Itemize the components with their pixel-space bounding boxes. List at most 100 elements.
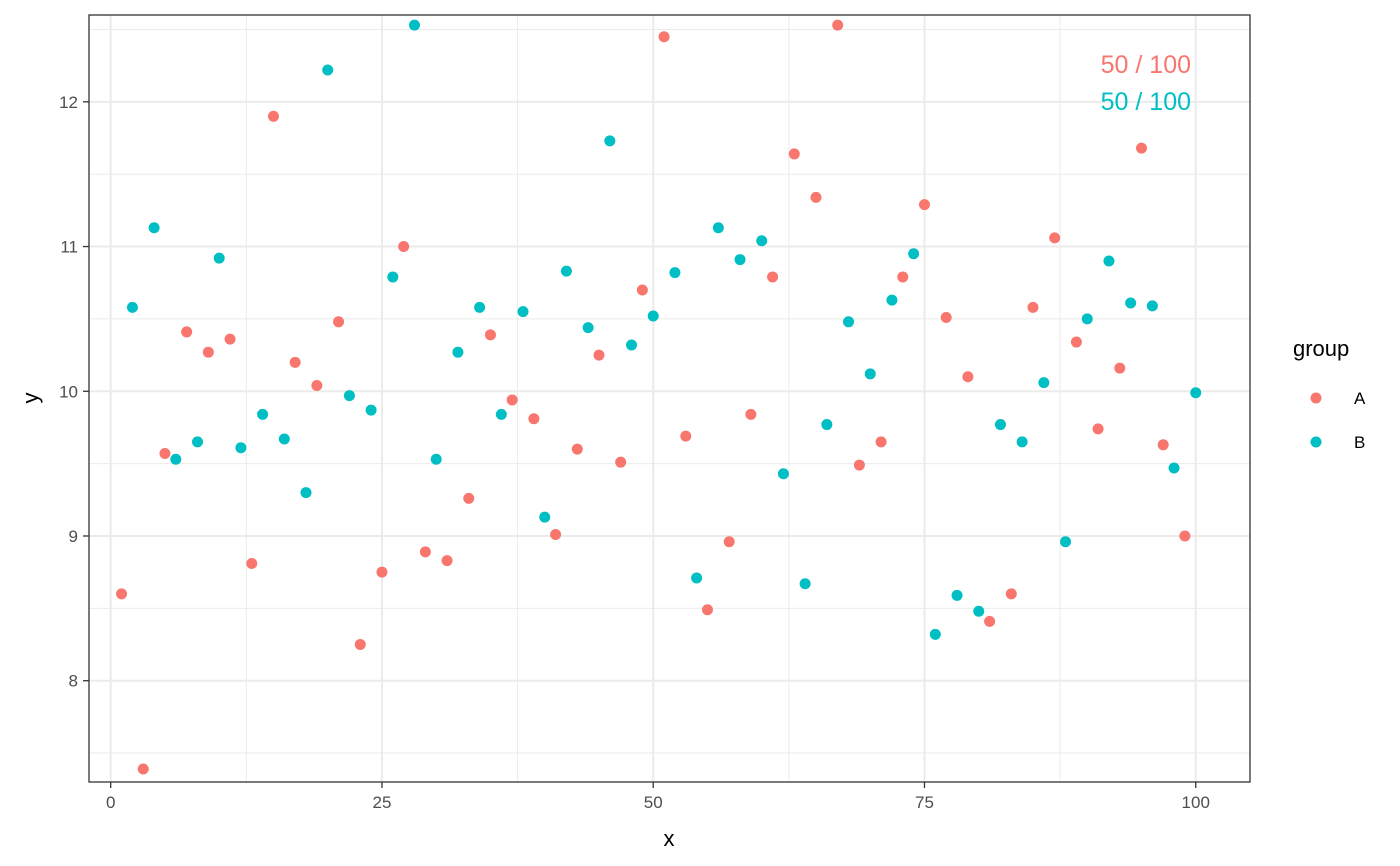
x-tick-label: 75 bbox=[915, 793, 934, 812]
data-point-b bbox=[387, 271, 399, 283]
data-point-b bbox=[126, 301, 138, 313]
data-point-a bbox=[1070, 336, 1082, 348]
data-point-a bbox=[701, 604, 713, 616]
data-point-a bbox=[853, 459, 865, 471]
data-point-a bbox=[1092, 423, 1104, 435]
data-point-a bbox=[289, 356, 301, 368]
x-tick-label: 50 bbox=[644, 793, 663, 812]
legend-title: group bbox=[1293, 336, 1349, 361]
data-point-a bbox=[137, 763, 149, 775]
data-point-b bbox=[365, 404, 377, 416]
data-point-b bbox=[1060, 536, 1072, 548]
y-axis-title: y bbox=[18, 393, 43, 404]
data-point-a bbox=[484, 329, 496, 341]
data-point-b bbox=[278, 433, 290, 445]
x-axis: 0 25 50 75 100 bbox=[106, 782, 1210, 812]
annotations: 50 / 100 50 / 100 bbox=[1101, 51, 1191, 116]
data-point-b bbox=[1190, 387, 1202, 399]
data-point-b bbox=[734, 254, 746, 266]
major-gridlines bbox=[89, 15, 1250, 782]
legend: group A B bbox=[1293, 336, 1366, 452]
data-point-b bbox=[669, 267, 681, 279]
x-tick-label: 100 bbox=[1182, 793, 1210, 812]
data-point-a bbox=[463, 492, 475, 504]
data-point-a bbox=[615, 456, 627, 468]
data-point-b bbox=[712, 222, 724, 234]
y-tick-label: 12 bbox=[59, 93, 78, 112]
data-point-a bbox=[984, 615, 996, 627]
legend-key-b bbox=[1310, 436, 1322, 448]
data-point-b bbox=[886, 294, 898, 306]
y-axis: 8 9 10 11 12 bbox=[59, 93, 89, 691]
x-tick-label: 25 bbox=[373, 793, 392, 812]
data-point-b bbox=[517, 306, 529, 318]
y-tick-label: 8 bbox=[69, 672, 78, 691]
y-tick-label: 11 bbox=[60, 238, 78, 257]
data-point-b bbox=[170, 453, 182, 465]
data-point-a bbox=[788, 148, 800, 160]
legend-label-b: B bbox=[1354, 433, 1365, 452]
data-point-a bbox=[767, 271, 779, 283]
data-point-b bbox=[430, 453, 442, 465]
data-point-b bbox=[452, 346, 464, 358]
data-point-a bbox=[1179, 530, 1191, 542]
data-point-b bbox=[929, 628, 941, 640]
data-point-a bbox=[875, 436, 887, 448]
data-point-a bbox=[354, 639, 366, 651]
data-point-b bbox=[756, 235, 768, 247]
data-point-b bbox=[1146, 300, 1158, 312]
data-point-b bbox=[994, 419, 1006, 431]
y-tick-label: 9 bbox=[69, 527, 78, 546]
data-point-b bbox=[148, 222, 160, 234]
data-point-a bbox=[571, 443, 583, 455]
data-point-a bbox=[116, 588, 128, 600]
data-point-a bbox=[246, 557, 258, 569]
data-point-b bbox=[1168, 462, 1180, 474]
data-points bbox=[116, 19, 1202, 775]
data-point-a bbox=[940, 311, 952, 323]
data-point-b bbox=[257, 408, 269, 420]
x-tick-label: 0 bbox=[106, 793, 115, 812]
data-point-a bbox=[1135, 142, 1147, 154]
panel-border bbox=[88, 14, 1251, 783]
data-point-a bbox=[1157, 439, 1169, 451]
data-point-b bbox=[582, 322, 594, 334]
data-point-b bbox=[213, 252, 225, 264]
data-point-a bbox=[636, 284, 648, 296]
data-point-a bbox=[745, 408, 757, 420]
data-point-b bbox=[235, 442, 247, 454]
annotation-group-a-count: 50 / 100 bbox=[1101, 51, 1191, 79]
data-point-a bbox=[311, 379, 323, 391]
data-point-b bbox=[560, 265, 572, 277]
data-point-b bbox=[1038, 377, 1050, 389]
y-tick-label: 10 bbox=[59, 382, 78, 401]
data-point-a bbox=[723, 536, 735, 548]
data-point-a bbox=[224, 333, 236, 345]
data-point-b bbox=[821, 419, 833, 431]
data-point-b bbox=[1103, 255, 1115, 267]
data-point-a bbox=[441, 555, 453, 567]
data-point-b bbox=[322, 64, 334, 76]
data-point-a bbox=[333, 316, 345, 328]
data-point-a bbox=[1049, 232, 1061, 244]
data-point-b bbox=[539, 511, 551, 523]
data-point-b bbox=[192, 436, 204, 448]
legend-key-a bbox=[1310, 392, 1322, 404]
data-point-b bbox=[604, 135, 616, 147]
data-point-b bbox=[495, 408, 507, 420]
data-point-b bbox=[409, 19, 421, 31]
data-point-b bbox=[1016, 436, 1028, 448]
data-point-a bbox=[202, 346, 214, 358]
data-point-a bbox=[376, 566, 388, 578]
data-point-a bbox=[398, 241, 410, 253]
data-point-a bbox=[550, 529, 562, 541]
data-point-a bbox=[593, 349, 605, 361]
data-point-a bbox=[1114, 362, 1126, 374]
data-point-a bbox=[810, 191, 822, 203]
data-point-b bbox=[951, 589, 963, 601]
data-point-a bbox=[897, 271, 909, 283]
data-point-a bbox=[267, 110, 279, 122]
data-point-b bbox=[626, 339, 638, 351]
data-point-b bbox=[300, 487, 312, 499]
data-point-a bbox=[506, 394, 518, 406]
